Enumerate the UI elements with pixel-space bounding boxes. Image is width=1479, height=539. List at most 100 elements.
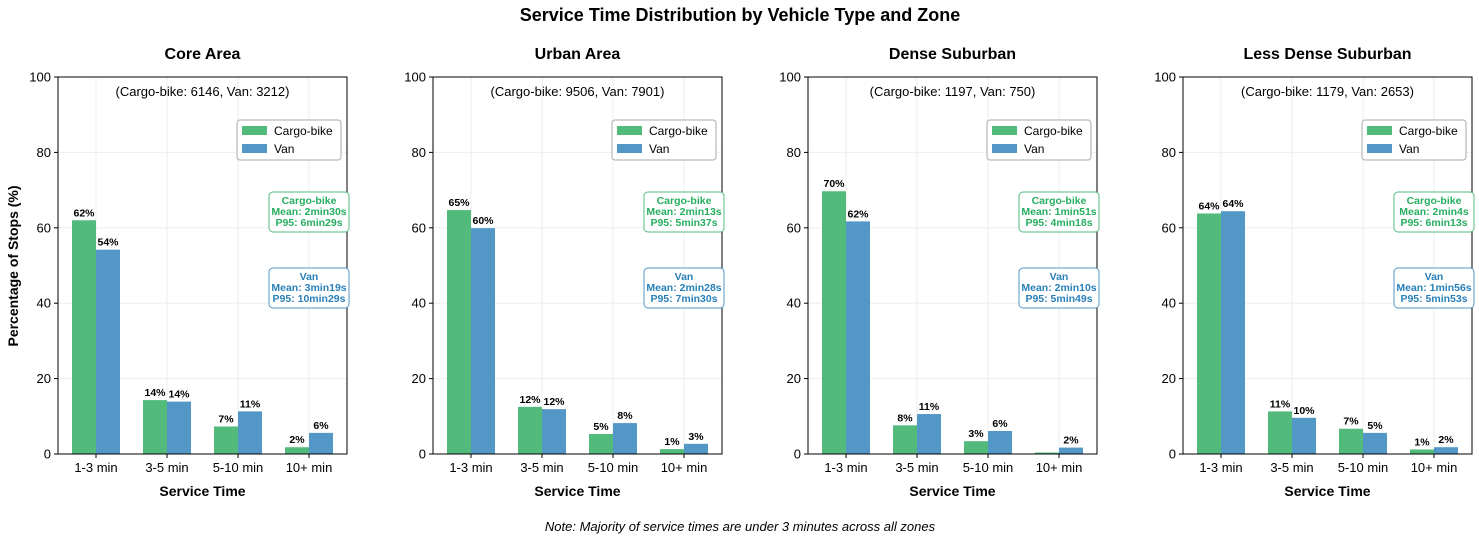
legend-label-van: Van bbox=[274, 142, 294, 156]
legend-label-van: Van bbox=[1399, 142, 1419, 156]
bar-cargo-bike bbox=[518, 406, 542, 454]
bar-cargo-bike bbox=[1410, 449, 1434, 454]
bar-value-label: 5% bbox=[1367, 420, 1383, 432]
van-stats-box bbox=[643, 267, 725, 309]
bar-van bbox=[988, 431, 1012, 454]
cargo-bike-stats-box bbox=[268, 191, 350, 233]
bar-van bbox=[167, 401, 191, 454]
van-stats-line: Van bbox=[300, 271, 319, 283]
legend-label-van: Van bbox=[1024, 142, 1044, 156]
y-tick-label: 100 bbox=[1154, 70, 1176, 85]
bar-van bbox=[846, 221, 870, 454]
y-tick-label: 0 bbox=[419, 447, 426, 462]
sample-count: (Cargo-bike: 1197, Van: 750) bbox=[870, 84, 1036, 99]
axes-frame bbox=[57, 76, 348, 455]
van-stats-line: P95: 7min30s bbox=[650, 293, 717, 305]
bar-van bbox=[1221, 211, 1245, 454]
van-stats-line: Mean: 2min28s bbox=[646, 282, 721, 294]
van-stats-line: Van bbox=[675, 271, 694, 283]
bar-cargo-bike bbox=[660, 449, 684, 454]
bar-value-label: 64% bbox=[1222, 198, 1244, 210]
bar-cargo-bike bbox=[822, 191, 846, 454]
x-tick-label: 3-5 min bbox=[1270, 460, 1313, 475]
x-tick-label: 3-5 min bbox=[145, 460, 188, 475]
bar-cargo-bike bbox=[589, 434, 613, 454]
figure-note: Note: Majority of service times are unde… bbox=[545, 519, 936, 534]
bar-value-label: 54% bbox=[97, 237, 119, 249]
bar-van bbox=[1292, 417, 1316, 454]
bar-cargo-bike bbox=[964, 441, 988, 454]
x-axis-label: Service Time bbox=[534, 483, 620, 499]
bar-value-label: 6% bbox=[313, 420, 329, 432]
van-stats-line: Mean: 1min56s bbox=[1396, 282, 1471, 294]
bar-value-label: 62% bbox=[847, 208, 869, 220]
panel-title: Dense Suburban bbox=[889, 46, 1016, 63]
y-tick-label: 20 bbox=[412, 371, 426, 386]
x-tick-label: 3-5 min bbox=[895, 460, 938, 475]
legend-swatch-cargo-bike bbox=[992, 126, 1017, 135]
sample-count: (Cargo-bike: 6146, Van: 3212) bbox=[116, 84, 290, 99]
panel-core-area: 62% 14% 7% 2% 54% 14% 11% 6% 0 20 40 60 80 100 1-3 min… bbox=[29, 46, 350, 499]
cargo-bike-stats-line: Cargo-bike bbox=[657, 195, 712, 207]
legend-swatch-van bbox=[992, 144, 1017, 153]
cargo-bike-stats-line: Cargo-bike bbox=[1032, 195, 1087, 207]
cargo-bike-stats-line: Mean: 2min30s bbox=[271, 206, 346, 218]
bar-value-label: 11% bbox=[919, 401, 940, 413]
bar-van bbox=[471, 228, 495, 454]
panel-dense-suburban: 70% 8% 3% 62% 11% 6% 2% 0 20 40 60 80 100 1-3 min 3-5 … bbox=[779, 46, 1100, 499]
legend-label-cargo-bike: Cargo-bike bbox=[1024, 124, 1083, 138]
cargo-bike-stats-line: Mean: 1min51s bbox=[1021, 206, 1096, 218]
cargo-bike-stats-line: P95: 5min37s bbox=[650, 217, 717, 229]
x-tick-label: 5-10 min bbox=[213, 460, 264, 475]
y-tick-label: 0 bbox=[794, 447, 801, 462]
axes-frame bbox=[1182, 76, 1473, 455]
x-tick-label: 10+ min bbox=[286, 460, 333, 475]
bar-van bbox=[684, 443, 708, 454]
bar-value-label: 2% bbox=[1438, 434, 1454, 446]
bar-value-label: 65% bbox=[448, 197, 470, 209]
bar-van bbox=[238, 411, 262, 454]
bar-value-label: 7% bbox=[1343, 416, 1359, 428]
bar-van bbox=[542, 409, 566, 454]
bar-cargo-bike bbox=[893, 425, 917, 454]
van-stats-line: P95: 10min29s bbox=[273, 293, 346, 305]
x-axis-label: Service Time bbox=[1284, 483, 1370, 499]
bar-value-label: 1% bbox=[1414, 436, 1430, 448]
bar-value-label: 64% bbox=[1198, 200, 1220, 212]
van-stats-line: P95: 5min49s bbox=[1025, 293, 1092, 305]
bar-value-label: 11% bbox=[240, 398, 261, 410]
cargo-bike-stats-line: Mean: 2min4s bbox=[1399, 206, 1469, 218]
bar-cargo-bike bbox=[1339, 428, 1363, 454]
bar-van bbox=[1434, 447, 1458, 454]
bar-cargo-bike bbox=[1197, 213, 1221, 454]
x-tick-label: 10+ min bbox=[1411, 460, 1458, 475]
x-tick-label: 10+ min bbox=[1036, 460, 1083, 475]
y-tick-label: 60 bbox=[787, 220, 801, 235]
bar-value-label: 14% bbox=[144, 387, 166, 399]
y-tick-label: 80 bbox=[787, 145, 801, 160]
y-tick-label: 100 bbox=[29, 70, 51, 85]
legend-swatch-van bbox=[1367, 144, 1392, 153]
axes-frame bbox=[807, 76, 1098, 455]
y-tick-label: 40 bbox=[412, 296, 426, 311]
van-stats-box bbox=[1393, 267, 1475, 309]
bar-value-label: 7% bbox=[218, 413, 234, 425]
x-tick-label: 10+ min bbox=[661, 460, 708, 475]
van-stats-line: P95: 5min53s bbox=[1400, 293, 1467, 305]
panel-title: Less Dense Suburban bbox=[1243, 46, 1411, 63]
bar-value-label: 2% bbox=[1063, 435, 1079, 447]
panel-title: Urban Area bbox=[535, 46, 621, 63]
legend-swatch-van bbox=[242, 144, 267, 153]
bar-cargo-bike bbox=[447, 210, 471, 454]
bar-value-label: 5% bbox=[593, 421, 609, 433]
legend-label-cargo-bike: Cargo-bike bbox=[649, 124, 708, 138]
panels: 62% 14% 7% 2% 54% 14% 11% 6% 0 20 40 60 80 100 1-3 min… bbox=[29, 46, 1475, 499]
y-tick-label: 20 bbox=[37, 371, 51, 386]
y-tick-label: 60 bbox=[1162, 220, 1176, 235]
y-tick-label: 60 bbox=[412, 220, 426, 235]
panel-urban-area: 65% 12% 5% 1% 60% 12% 8% 3% 0 20 40 60 80 100 1-3 min 3… bbox=[404, 46, 725, 499]
legend-label-cargo-bike: Cargo-bike bbox=[1399, 124, 1458, 138]
axes-frame bbox=[432, 76, 723, 455]
bar-value-label: 60% bbox=[472, 215, 494, 227]
y-tick-label: 0 bbox=[1169, 447, 1176, 462]
